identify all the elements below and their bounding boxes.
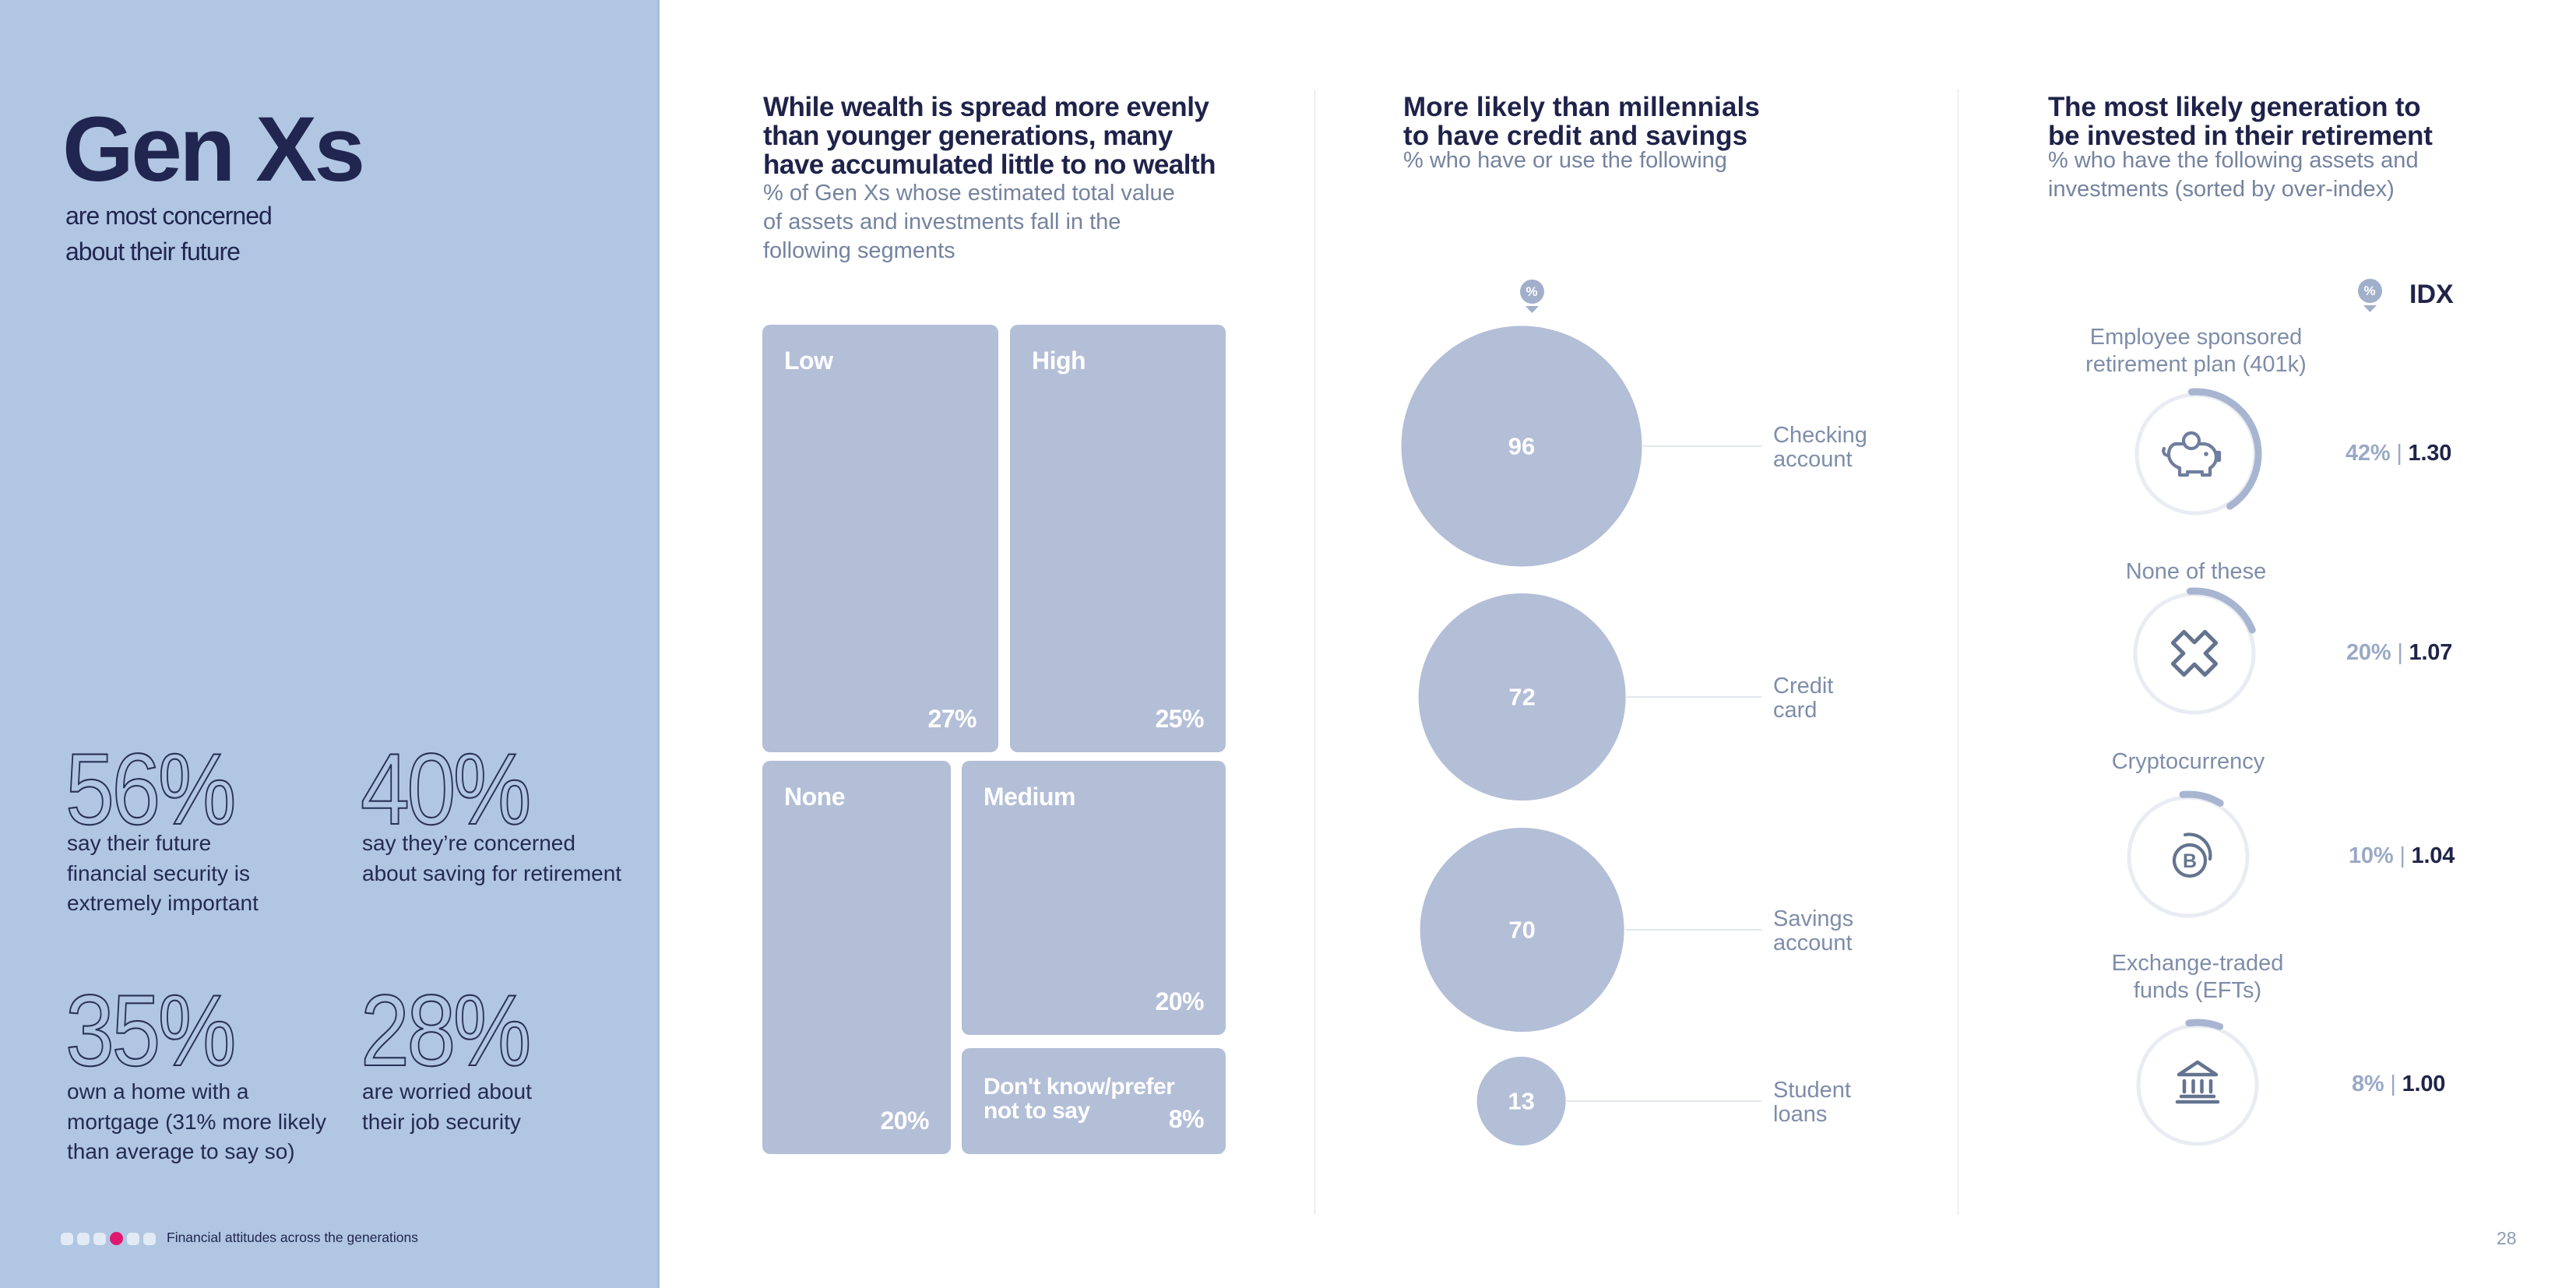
svg-text:B: B (2183, 850, 2197, 872)
svg-text:96: 96 (1508, 433, 1535, 460)
svg-text:70: 70 (1508, 917, 1535, 944)
svg-text:%: % (2363, 283, 2375, 298)
svg-text:%: % (1526, 284, 1537, 299)
svg-text:72: 72 (1508, 684, 1535, 711)
svg-text:13: 13 (1508, 1088, 1534, 1115)
